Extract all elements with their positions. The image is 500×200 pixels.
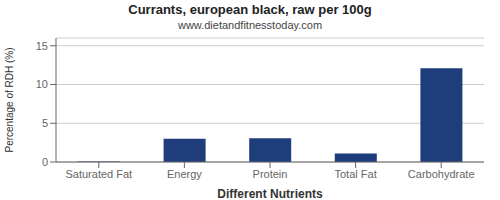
svg-text:Energy: Energy [167, 168, 202, 180]
svg-text:5: 5 [42, 117, 48, 129]
svg-text:Protein: Protein [253, 168, 288, 180]
svg-text:15: 15 [36, 40, 48, 52]
svg-text:Carbohydrate: Carbohydrate [408, 168, 475, 180]
svg-text:Total Fat: Total Fat [335, 168, 377, 180]
svg-text:Saturated Fat: Saturated Fat [65, 168, 132, 180]
svg-text:Different Nutrients: Different Nutrients [217, 187, 323, 200]
html-text:www.dietandfitnesstoday.com: www.dietandfitnesstoday.com [178, 19, 322, 31]
svg-text:Percentage of RDH (%): Percentage of RDH (%) [8, 47, 15, 152]
svg-text:10: 10 [36, 78, 48, 90]
svg-text:0: 0 [42, 156, 48, 168]
html-text:Currants, european black, raw: Currants, european black, raw per 100g [128, 2, 372, 17]
